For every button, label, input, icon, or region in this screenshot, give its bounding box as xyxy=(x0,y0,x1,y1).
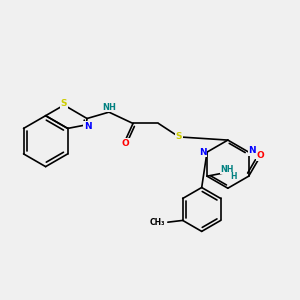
Text: H: H xyxy=(230,172,236,181)
Text: O: O xyxy=(122,139,129,148)
Text: N: N xyxy=(84,122,92,131)
Text: S: S xyxy=(61,99,67,108)
Text: NH: NH xyxy=(102,103,116,112)
Text: NH: NH xyxy=(220,165,234,174)
Text: CH₃: CH₃ xyxy=(149,218,165,227)
Text: O: O xyxy=(257,151,265,160)
Text: N: N xyxy=(248,146,256,155)
Text: S: S xyxy=(176,132,182,141)
Text: N: N xyxy=(199,148,207,157)
